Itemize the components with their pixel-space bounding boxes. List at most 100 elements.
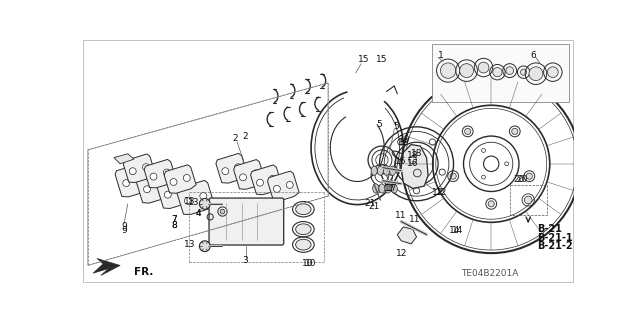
- Circle shape: [138, 175, 145, 182]
- Circle shape: [150, 173, 157, 180]
- Ellipse shape: [296, 204, 311, 215]
- FancyBboxPatch shape: [209, 198, 284, 245]
- Text: 15: 15: [358, 55, 369, 64]
- Polygon shape: [251, 165, 282, 195]
- Polygon shape: [157, 174, 195, 208]
- Text: 17: 17: [386, 184, 397, 193]
- Circle shape: [252, 170, 259, 177]
- Ellipse shape: [379, 184, 385, 193]
- Polygon shape: [144, 160, 176, 188]
- Text: 17: 17: [384, 184, 396, 193]
- Text: 21: 21: [369, 202, 380, 211]
- Circle shape: [286, 182, 293, 189]
- Text: 10: 10: [305, 259, 317, 268]
- Text: 11: 11: [396, 211, 407, 220]
- Circle shape: [547, 67, 558, 78]
- Ellipse shape: [296, 239, 311, 250]
- Text: 11: 11: [408, 216, 420, 225]
- Ellipse shape: [385, 184, 391, 193]
- Polygon shape: [397, 227, 417, 244]
- Text: 18: 18: [407, 151, 419, 160]
- Circle shape: [512, 128, 518, 135]
- Ellipse shape: [378, 166, 383, 175]
- Circle shape: [163, 169, 170, 176]
- Polygon shape: [115, 163, 153, 197]
- Text: B-21-1: B-21-1: [537, 233, 572, 243]
- Text: 6: 6: [530, 51, 536, 60]
- Text: TE04B2201A: TE04B2201A: [461, 269, 518, 278]
- Circle shape: [170, 179, 177, 185]
- Circle shape: [200, 241, 210, 252]
- Circle shape: [478, 62, 489, 73]
- Polygon shape: [136, 169, 173, 203]
- Polygon shape: [401, 145, 428, 189]
- Circle shape: [129, 168, 136, 175]
- Text: 10: 10: [301, 259, 313, 268]
- Text: 4: 4: [196, 209, 202, 218]
- Text: 20: 20: [516, 175, 528, 184]
- Text: 13: 13: [188, 198, 199, 207]
- Text: 15: 15: [376, 55, 388, 64]
- Circle shape: [235, 164, 242, 171]
- Text: 3: 3: [243, 256, 248, 265]
- Text: B-21-2: B-21-2: [537, 241, 572, 251]
- Circle shape: [269, 175, 276, 182]
- Text: FR.: FR.: [134, 267, 154, 277]
- Text: B-21: B-21: [537, 224, 561, 234]
- Circle shape: [184, 197, 191, 204]
- Circle shape: [164, 191, 172, 198]
- Text: 13: 13: [184, 240, 195, 249]
- Circle shape: [520, 69, 527, 75]
- Text: 18: 18: [411, 149, 422, 158]
- Ellipse shape: [391, 184, 397, 193]
- Bar: [509, 185, 547, 215]
- Circle shape: [222, 168, 228, 174]
- Text: 2: 2: [233, 134, 239, 143]
- Text: 14: 14: [449, 226, 460, 234]
- Ellipse shape: [296, 224, 311, 235]
- Circle shape: [465, 128, 471, 135]
- Ellipse shape: [372, 184, 379, 193]
- Text: 20: 20: [513, 175, 525, 184]
- Circle shape: [493, 68, 502, 77]
- Text: 9: 9: [121, 226, 127, 235]
- Circle shape: [183, 174, 190, 182]
- Text: 8: 8: [171, 221, 177, 230]
- Text: 16: 16: [396, 157, 407, 166]
- Polygon shape: [268, 171, 299, 201]
- Polygon shape: [164, 165, 196, 193]
- Circle shape: [143, 164, 150, 171]
- Polygon shape: [124, 154, 156, 182]
- Circle shape: [524, 196, 532, 204]
- Polygon shape: [234, 160, 265, 189]
- Text: 12: 12: [396, 249, 407, 258]
- Circle shape: [200, 198, 210, 209]
- Text: 12: 12: [431, 188, 443, 197]
- Text: 5: 5: [393, 122, 399, 131]
- Text: 19: 19: [397, 138, 409, 147]
- Text: 16: 16: [407, 159, 419, 167]
- Circle shape: [123, 180, 130, 187]
- Text: 14: 14: [452, 226, 463, 235]
- Circle shape: [273, 185, 280, 192]
- Circle shape: [143, 186, 150, 193]
- Circle shape: [257, 179, 264, 186]
- Circle shape: [450, 173, 456, 179]
- Polygon shape: [216, 153, 248, 183]
- Circle shape: [159, 181, 166, 188]
- Polygon shape: [177, 181, 214, 215]
- Circle shape: [460, 64, 474, 78]
- Circle shape: [440, 63, 456, 78]
- Text: 4: 4: [196, 209, 202, 218]
- Ellipse shape: [390, 166, 396, 175]
- Ellipse shape: [371, 166, 378, 175]
- Circle shape: [506, 67, 513, 74]
- Text: 9: 9: [121, 222, 127, 231]
- Text: 19: 19: [399, 136, 411, 145]
- Text: 13: 13: [184, 197, 195, 206]
- Text: 7: 7: [171, 215, 177, 224]
- Circle shape: [180, 186, 187, 193]
- Circle shape: [526, 173, 532, 179]
- Text: 5: 5: [377, 120, 383, 129]
- Polygon shape: [114, 154, 134, 164]
